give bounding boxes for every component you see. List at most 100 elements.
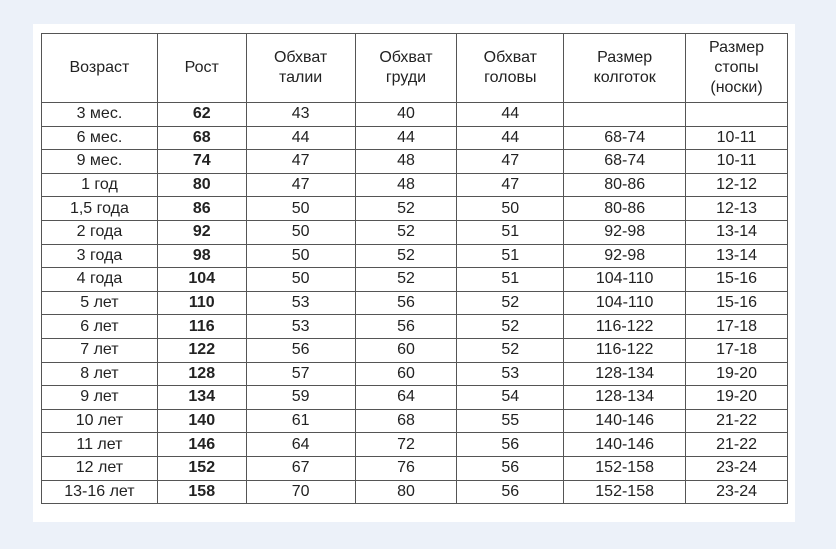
cell-chest: 68 [354, 408, 458, 434]
header-foot-size: Размер стопы (носки) [685, 33, 788, 103]
cell-height: 104 [156, 267, 247, 292]
cell-foot-size: 21-22 [685, 408, 788, 434]
cell-age: 11 лет [41, 432, 158, 457]
header-chest: Обхват груди [354, 33, 458, 103]
cell-height: 62 [156, 102, 247, 127]
content-panel: Возраст Рост Обхват талии Обхват груди Обхват г… [33, 24, 795, 522]
cell-height: 146 [156, 432, 247, 457]
cell-chest: 56 [354, 290, 458, 316]
header-row: Возраст Рост Обхват талии Обхват груди Обхват г… [41, 33, 788, 103]
cell-waist: 50 [245, 196, 356, 221]
cell-age: 5 лет [41, 290, 158, 316]
cell-head: 44 [456, 125, 565, 151]
cell-foot-size: 13-14 [685, 219, 788, 245]
cell-foot-size: 21-22 [685, 432, 788, 457]
cell-tights-size: 116-122 [563, 337, 687, 363]
cell-age: 13-16 лет [41, 479, 158, 505]
cell-head: 53 [456, 361, 565, 387]
cell-waist: 57 [245, 361, 356, 387]
cell-age: 6 лет [41, 314, 158, 339]
cell-foot-size: 12-12 [685, 172, 788, 198]
cell-chest: 60 [354, 361, 458, 387]
table-row: 1 год 80 47 48 47 80-86 12-12 [41, 172, 788, 198]
cell-head: 44 [456, 102, 565, 127]
cell-foot-size: 23-24 [685, 455, 788, 481]
cell-tights-size: 104-110 [563, 267, 687, 292]
cell-height: 134 [156, 385, 247, 410]
cell-chest: 52 [354, 196, 458, 221]
cell-waist: 50 [245, 219, 356, 245]
cell-height: 128 [156, 361, 247, 387]
cell-tights-size: 68-74 [563, 125, 687, 151]
header-head: Обхват головы [456, 33, 565, 103]
header-waist: Обхват талии [245, 33, 356, 103]
cell-age: 7 лет [41, 337, 158, 363]
cell-waist: 53 [245, 314, 356, 339]
cell-head: 54 [456, 385, 565, 410]
cell-foot-size: 23-24 [685, 479, 788, 505]
cell-waist: 50 [245, 243, 356, 269]
cell-chest: 52 [354, 243, 458, 269]
cell-height: 80 [156, 172, 247, 198]
cell-tights-size: 80-86 [563, 196, 687, 221]
table-row: 9 лет 134 59 64 54 128-134 19-20 [41, 385, 788, 410]
cell-height: 140 [156, 408, 247, 434]
cell-tights-size: 116-122 [563, 314, 687, 339]
cell-chest: 60 [354, 337, 458, 363]
cell-age: 1,5 года [41, 196, 158, 221]
cell-chest: 52 [354, 267, 458, 292]
cell-chest: 64 [354, 385, 458, 410]
cell-chest: 56 [354, 314, 458, 339]
cell-head: 52 [456, 337, 565, 363]
cell-tights-size: 140-146 [563, 432, 687, 457]
table-row: 11 лет 146 64 72 56 140-146 21-22 [41, 432, 788, 457]
cell-head: 52 [456, 314, 565, 339]
cell-waist: 47 [245, 172, 356, 198]
cell-waist: 59 [245, 385, 356, 410]
cell-head: 56 [456, 432, 565, 457]
cell-height: 74 [156, 149, 247, 174]
cell-chest: 48 [354, 149, 458, 174]
cell-head: 56 [456, 455, 565, 481]
cell-age: 6 мес. [41, 125, 158, 151]
cell-foot-size: 17-18 [685, 337, 788, 363]
cell-foot-size: 19-20 [685, 385, 788, 410]
cell-tights-size: 128-134 [563, 385, 687, 410]
cell-age: 3 мес. [41, 102, 158, 127]
table-row: 1,5 года 86 50 52 50 80-86 12-13 [41, 196, 788, 221]
cell-foot-size: 12-13 [685, 196, 788, 221]
cell-tights-size: 80-86 [563, 172, 687, 198]
header-tights-size: Размер колготок [563, 33, 687, 103]
cell-foot-size: 10-11 [685, 149, 788, 174]
cell-height: 158 [156, 479, 247, 505]
cell-height: 92 [156, 219, 247, 245]
cell-age: 8 лет [41, 361, 158, 387]
cell-tights-size: 128-134 [563, 361, 687, 387]
cell-waist: 43 [245, 102, 356, 127]
cell-age: 10 лет [41, 408, 158, 434]
header-height: Рост [156, 33, 247, 103]
cell-waist: 53 [245, 290, 356, 316]
cell-foot-size: 15-16 [685, 267, 788, 292]
cell-tights-size: 140-146 [563, 408, 687, 434]
table-row: 2 года 92 50 52 51 92-98 13-14 [41, 219, 788, 245]
cell-age: 9 мес. [41, 149, 158, 174]
cell-tights-size: 104-110 [563, 290, 687, 316]
cell-age: 3 года [41, 243, 158, 269]
cell-tights-size: 92-98 [563, 219, 687, 245]
cell-head: 51 [456, 243, 565, 269]
cell-chest: 76 [354, 455, 458, 481]
cell-head: 51 [456, 219, 565, 245]
cell-head: 50 [456, 196, 565, 221]
cell-waist: 61 [245, 408, 356, 434]
cell-foot-size: 17-18 [685, 314, 788, 339]
cell-foot-size: 15-16 [685, 290, 788, 316]
cell-tights-size: 152-158 [563, 455, 687, 481]
cell-chest: 44 [354, 125, 458, 151]
cell-waist: 56 [245, 337, 356, 363]
cell-foot-size: 19-20 [685, 361, 788, 387]
cell-age: 4 года [41, 267, 158, 292]
cell-head: 47 [456, 149, 565, 174]
table-row: 4 года 104 50 52 51 104-110 15-16 [41, 267, 788, 292]
cell-height: 68 [156, 125, 247, 151]
